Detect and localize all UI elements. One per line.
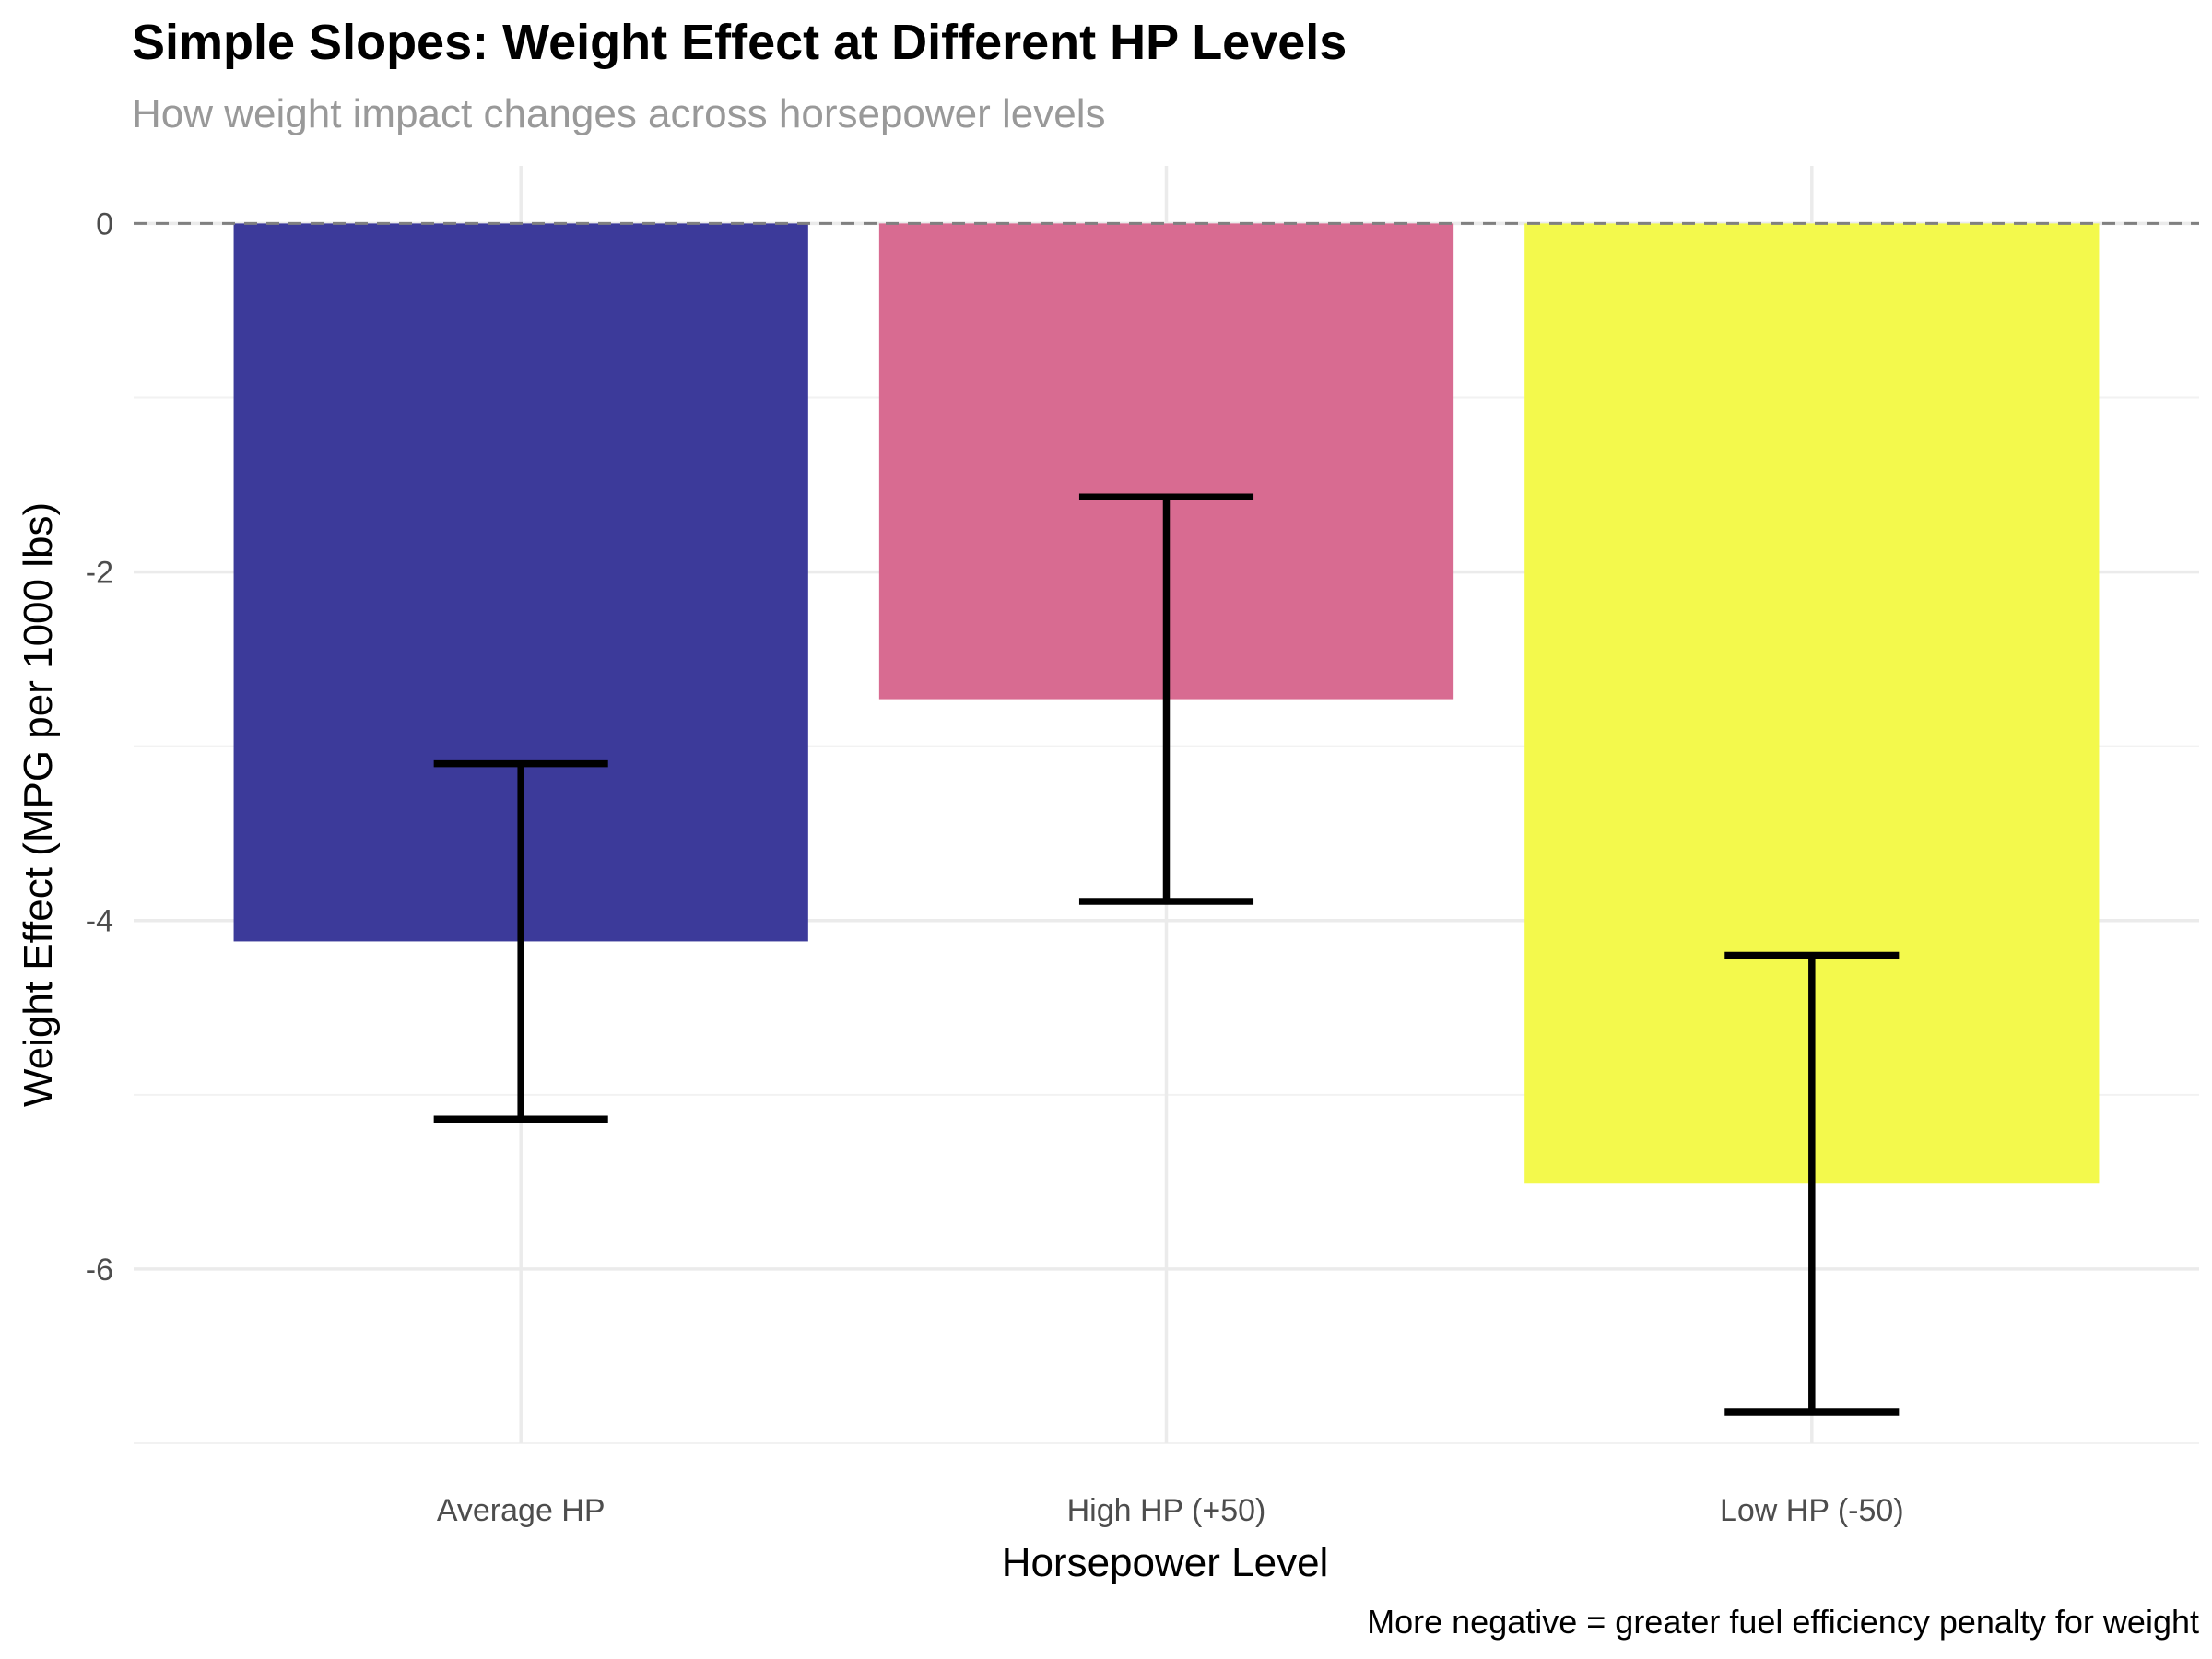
x-tick-label: Average HP bbox=[437, 1493, 606, 1528]
error-bar bbox=[1078, 493, 1254, 905]
x-tick-label: High HP (+50) bbox=[1067, 1493, 1266, 1528]
y-tick-label: -2 bbox=[86, 556, 113, 591]
chart-title: Simple Slopes: Weight Effect at Differen… bbox=[132, 15, 1347, 70]
y-tick-label: 0 bbox=[96, 206, 113, 241]
y-tick-label: -6 bbox=[86, 1253, 113, 1288]
caption: More negative = greater fuel efficiency … bbox=[1367, 1603, 2199, 1641]
x-tick-label: Low HP (-50) bbox=[1720, 1493, 1904, 1528]
y-tick-label: -4 bbox=[86, 904, 113, 939]
error-bar bbox=[433, 759, 608, 1124]
x-axis-title: Horsepower Level bbox=[1002, 1540, 1329, 1585]
error-bar bbox=[1724, 951, 1900, 1416]
chart-subtitle: How weight impact changes across horsepo… bbox=[132, 91, 1106, 136]
y-axis-title: Weight Effect (MPG per 1000 lbs) bbox=[16, 502, 61, 1107]
